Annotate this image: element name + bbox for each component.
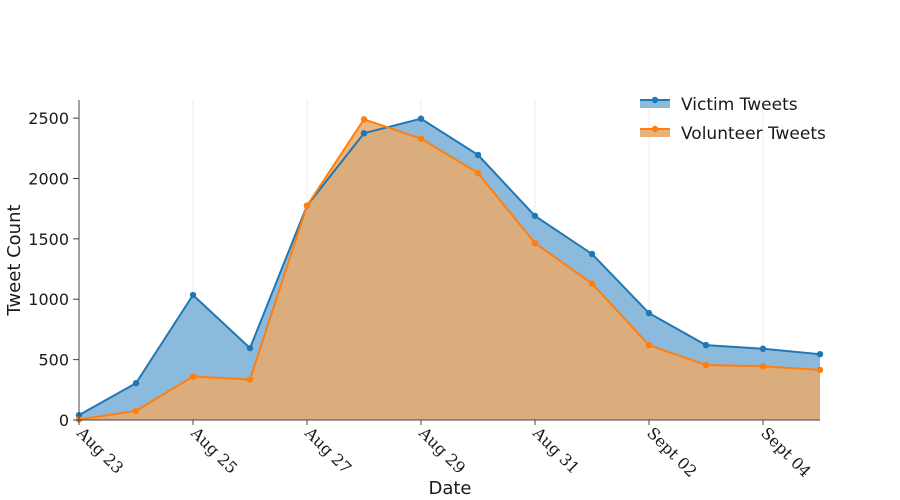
y-tick-label: 500 bbox=[38, 351, 69, 370]
data-point bbox=[588, 280, 596, 287]
data-point bbox=[474, 151, 482, 159]
data-point bbox=[759, 345, 767, 352]
legend-swatch bbox=[640, 100, 670, 108]
data-point bbox=[531, 239, 539, 247]
data-point bbox=[417, 135, 425, 142]
data-point bbox=[474, 169, 482, 177]
legend-label: Victim Tweets bbox=[681, 95, 798, 115]
y-axis-ticks: 0 500 1000 1500 2000 2500 bbox=[28, 109, 79, 430]
data-point bbox=[702, 361, 710, 369]
data-point bbox=[759, 363, 767, 370]
data-point bbox=[132, 407, 140, 415]
data-point bbox=[531, 212, 539, 220]
data-point bbox=[360, 130, 368, 137]
data-point bbox=[189, 291, 197, 299]
y-axis-title: Tweet Count bbox=[4, 204, 25, 316]
line-volunteer bbox=[78, 118, 821, 421]
data-point bbox=[246, 344, 254, 352]
data-point bbox=[303, 202, 311, 209]
series-lines bbox=[78, 117, 821, 421]
x-tick-label: Aug 27 bbox=[300, 423, 355, 478]
x-axis-ticks: Aug 23 Aug 25 Aug 27 Aug 29 Aug 31 Sept 02 Sep… bbox=[72, 420, 815, 481]
legend-marker bbox=[651, 96, 659, 104]
x-tick-label: Aug 29 bbox=[414, 423, 469, 478]
series-areas bbox=[79, 118, 820, 421]
data-point bbox=[189, 373, 197, 380]
legend-swatch bbox=[640, 129, 670, 137]
y-tick-label: 2500 bbox=[28, 109, 69, 128]
line-victim bbox=[78, 117, 821, 417]
data-point bbox=[702, 341, 710, 349]
y-tick-label: 1500 bbox=[28, 230, 69, 249]
x-tick-label: Sept 04 bbox=[757, 423, 815, 481]
x-tick-label: Sept 02 bbox=[643, 423, 701, 481]
x-axis-title: Date bbox=[428, 478, 471, 499]
data-point bbox=[645, 309, 653, 317]
data-point bbox=[645, 341, 653, 349]
data-point bbox=[132, 379, 140, 387]
legend: Victim Tweets Volunteer Tweets bbox=[640, 95, 826, 144]
data-point bbox=[816, 350, 824, 358]
data-point bbox=[246, 376, 254, 383]
x-tick-label: Aug 23 bbox=[72, 423, 127, 478]
y-tick-label: 0 bbox=[59, 411, 69, 430]
area-volunteer bbox=[79, 119, 820, 421]
data-point bbox=[816, 366, 824, 374]
x-tick-label: Aug 31 bbox=[528, 423, 583, 478]
legend-label: Volunteer Tweets bbox=[681, 124, 826, 144]
x-tick-label: Aug 25 bbox=[186, 423, 241, 478]
data-point bbox=[588, 250, 596, 258]
y-tick-label: 2000 bbox=[28, 169, 69, 188]
data-point bbox=[417, 115, 425, 122]
data-point bbox=[360, 116, 368, 123]
y-tick-label: 1000 bbox=[28, 290, 69, 309]
legend-marker bbox=[651, 125, 659, 133]
